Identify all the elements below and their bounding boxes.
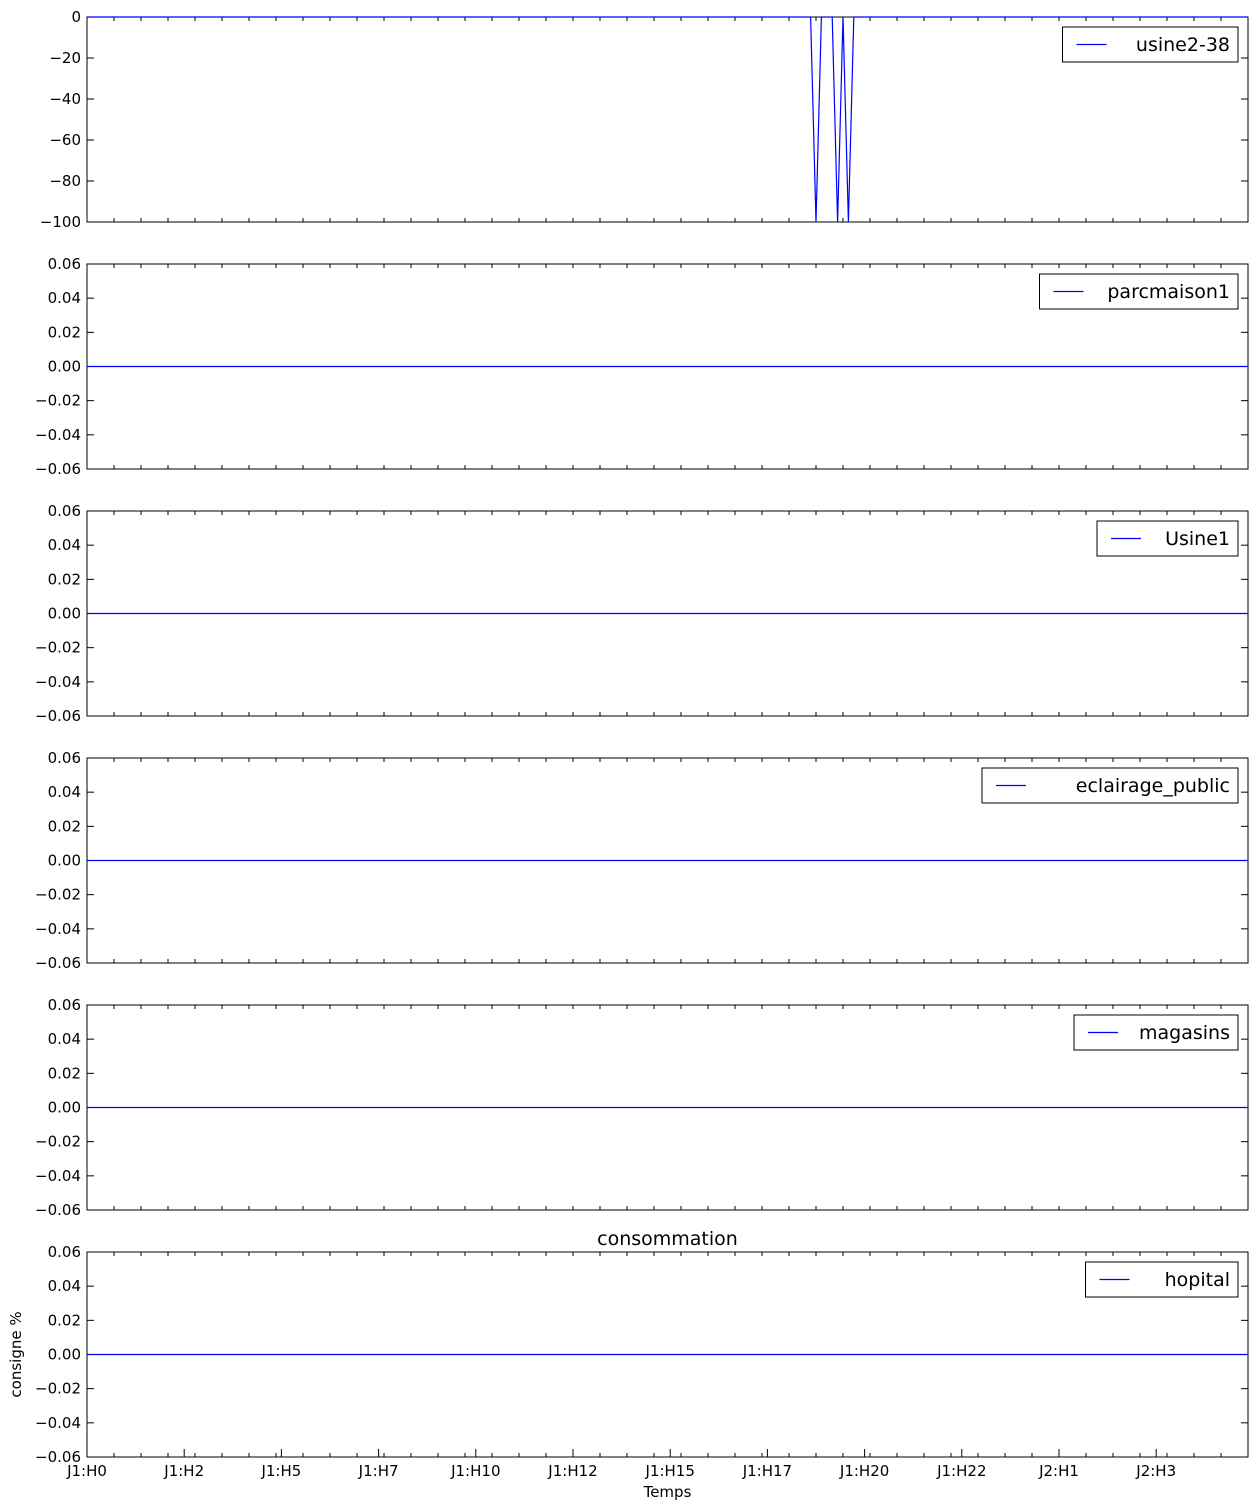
legend-label: Usine1 xyxy=(1165,528,1230,550)
legend: eclairage_public xyxy=(981,767,1239,804)
y-tick-label: −20 xyxy=(49,49,81,67)
x-tick-label: J1:H20 xyxy=(839,1462,889,1480)
y-tick-label: 0.02 xyxy=(48,817,81,835)
y-tick-label: −0.02 xyxy=(35,392,81,410)
legend: hopital xyxy=(1085,1261,1239,1298)
y-tick-label: −0.02 xyxy=(35,1380,81,1398)
y-tick-label: 0 xyxy=(71,8,81,26)
subplot-3: 0.06 0.04 0.02 0.00 −0.02 −0.04 −0.06 Usine1 xyxy=(35,502,1249,725)
chart-title: consommation xyxy=(597,1228,738,1250)
x-tick-label: J1:H12 xyxy=(547,1462,597,1480)
x-tick-label: J1:H7 xyxy=(358,1462,399,1480)
subplot-6: 0.06 0.04 0.02 0.00 −0.02 −0.04 −0.06 hopital J1… xyxy=(7,1228,1249,1501)
legend: magasins xyxy=(1073,1014,1239,1051)
y-tick-label: 0.02 xyxy=(48,570,81,588)
y-tick-label: 0.00 xyxy=(48,358,81,376)
y-tick-label: −100 xyxy=(40,213,81,231)
x-tick-label: J1:H17 xyxy=(742,1462,792,1480)
y-tick-label: 0.02 xyxy=(48,1311,81,1329)
y-tick-label: 0.02 xyxy=(48,323,81,341)
x-tick-label: J1:H10 xyxy=(450,1462,500,1480)
y-tick-label: 0.02 xyxy=(48,1064,81,1082)
legend-label: magasins xyxy=(1139,1022,1230,1044)
y-tick-label: 0.04 xyxy=(48,783,81,801)
y-tick-label: 0.04 xyxy=(48,536,81,554)
legend: usine2-38 xyxy=(1062,26,1239,63)
y-tick-label: −0.04 xyxy=(35,426,81,444)
y-tick-label: −0.06 xyxy=(35,1448,81,1466)
x-tick-label: J1:H22 xyxy=(936,1462,986,1480)
y-tick-label: 0.00 xyxy=(48,605,81,623)
x-tick-label: J1:H2 xyxy=(163,1462,204,1480)
y-tick-label: 0.04 xyxy=(48,289,81,307)
subplot-1: 0 −20 −40 −60 −80 −100 usine2-38 xyxy=(40,8,1249,231)
x-tick-label: J1:H0 xyxy=(66,1462,107,1480)
y-tick-label: −40 xyxy=(49,90,81,108)
y-tick-label: −0.02 xyxy=(35,1133,81,1151)
y-tick-label: −60 xyxy=(49,131,81,149)
y-tick-label: −80 xyxy=(49,172,81,190)
y-tick-label: 0.04 xyxy=(48,1030,81,1048)
y-tick-label: −0.06 xyxy=(35,1201,81,1219)
legend-label: usine2-38 xyxy=(1136,34,1230,56)
legend-label: hopital xyxy=(1165,1269,1230,1291)
y-tick-label: 0.06 xyxy=(48,502,81,520)
legend-label: parcmaison1 xyxy=(1107,281,1230,303)
y-tick-label: 0.06 xyxy=(48,749,81,767)
subplot-4: 0.06 0.04 0.02 0.00 −0.02 −0.04 −0.06 eclairage… xyxy=(35,749,1249,972)
y-tick-label: 0.06 xyxy=(48,255,81,273)
x-axis-label: Temps xyxy=(643,1483,692,1501)
plot-frame xyxy=(86,16,1249,223)
y-tick-label: −0.06 xyxy=(35,460,81,478)
y-tick-label: −0.02 xyxy=(35,886,81,904)
y-tick-label: 0.00 xyxy=(48,1099,81,1117)
y-tick-label: 0.04 xyxy=(48,1277,81,1295)
x-tick-label: J1:H5 xyxy=(260,1462,301,1480)
x-tick-label: J1:H15 xyxy=(645,1462,695,1480)
y-tick-label: −0.04 xyxy=(35,920,81,938)
y-tick-label: −0.04 xyxy=(35,1414,81,1432)
legend-label: eclairage_public xyxy=(1076,775,1230,797)
subplot-2: 0.06 0.04 0.02 0.00 −0.02 −0.04 −0.06 parcmaiso… xyxy=(35,255,1249,478)
y-tick-label: −0.06 xyxy=(35,707,81,725)
legend: Usine1 xyxy=(1096,520,1239,557)
legend: parcmaison1 xyxy=(1039,273,1239,310)
y-tick-label: −0.04 xyxy=(35,673,81,691)
y-tick-label: 0.06 xyxy=(48,996,81,1014)
y-tick-label: 0.00 xyxy=(48,852,81,870)
y-axis-label: consigne % xyxy=(7,1311,25,1397)
series-line-usine2-38 xyxy=(87,16,1248,223)
y-tick-label: −0.04 xyxy=(35,1167,81,1185)
y-tick-label: 0.00 xyxy=(48,1346,81,1364)
subplot-5: 0.06 0.04 0.02 0.00 −0.02 −0.04 −0.06 magasins xyxy=(35,996,1249,1219)
y-tick-label: −0.06 xyxy=(35,954,81,972)
x-tick-label: J2:H1 xyxy=(1038,1462,1079,1480)
y-tick-label: 0.06 xyxy=(48,1243,81,1261)
x-tick-label: J2:H3 xyxy=(1135,1462,1176,1480)
y-tick-label: −0.02 xyxy=(35,639,81,657)
